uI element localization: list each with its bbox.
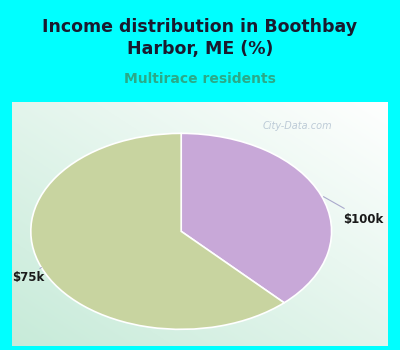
Text: $75k: $75k xyxy=(12,267,44,285)
Wedge shape xyxy=(181,133,332,303)
Text: Income distribution in Boothbay
Harbor, ME (%): Income distribution in Boothbay Harbor, … xyxy=(42,18,358,58)
Text: Multirace residents: Multirace residents xyxy=(124,72,276,86)
Text: $100k: $100k xyxy=(324,197,383,226)
Text: City-Data.com: City-Data.com xyxy=(263,121,332,131)
Wedge shape xyxy=(31,133,284,329)
